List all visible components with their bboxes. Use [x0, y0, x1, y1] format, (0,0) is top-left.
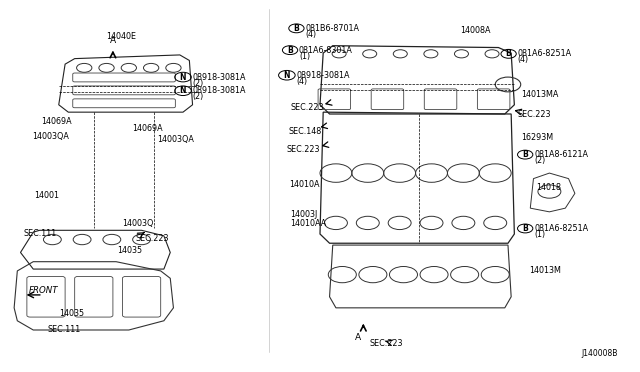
Text: (4): (4)	[296, 77, 308, 86]
Text: A: A	[355, 333, 362, 342]
Text: N: N	[180, 73, 186, 81]
Text: 14010A: 14010A	[289, 180, 320, 189]
Text: 081A8-6121A: 081A8-6121A	[534, 150, 588, 159]
Text: 14010AA: 14010AA	[290, 219, 326, 228]
Text: 14013M: 14013M	[529, 266, 561, 275]
Text: 14003QA: 14003QA	[32, 132, 69, 141]
Text: 08918-3081A: 08918-3081A	[193, 73, 246, 81]
Text: SEC.223: SEC.223	[135, 234, 169, 243]
Text: SEC.223: SEC.223	[287, 145, 321, 154]
Text: (2): (2)	[193, 79, 204, 88]
Text: FRONT: FRONT	[29, 286, 58, 295]
Text: (4): (4)	[305, 30, 316, 39]
Text: 14008A: 14008A	[460, 26, 491, 35]
Text: B: B	[506, 49, 511, 58]
Text: (4): (4)	[518, 55, 529, 64]
Text: (1): (1)	[299, 52, 310, 61]
Text: 14069A: 14069A	[132, 124, 163, 133]
Text: 14018: 14018	[537, 183, 562, 192]
Text: SEC.223: SEC.223	[370, 339, 403, 348]
Text: 08918-3081A: 08918-3081A	[296, 71, 350, 80]
Text: 14001: 14001	[35, 191, 60, 200]
Text: SEC.111: SEC.111	[47, 325, 81, 334]
Text: SEC.111: SEC.111	[24, 229, 57, 238]
Text: B: B	[287, 46, 293, 55]
Text: (2): (2)	[193, 92, 204, 101]
Text: N: N	[284, 71, 290, 80]
Text: (2): (2)	[534, 156, 545, 166]
Text: 08918-3081A: 08918-3081A	[193, 86, 246, 95]
Text: N: N	[180, 86, 186, 95]
Text: 081B6-8701A: 081B6-8701A	[305, 24, 359, 33]
Text: J140008B: J140008B	[581, 350, 618, 359]
Text: B: B	[294, 24, 300, 33]
Text: 14013MA: 14013MA	[521, 90, 558, 99]
Text: 081A6-8301A: 081A6-8301A	[299, 46, 353, 55]
Text: (1): (1)	[534, 230, 545, 239]
Text: 14035: 14035	[117, 246, 143, 255]
Text: SEC.223: SEC.223	[290, 103, 324, 112]
Text: 14035: 14035	[59, 309, 84, 318]
Text: SEC.223: SEC.223	[518, 109, 551, 119]
Text: 14003QA: 14003QA	[157, 135, 195, 144]
Text: 081A6-8251A: 081A6-8251A	[518, 49, 572, 58]
Text: 14003Q: 14003Q	[122, 219, 154, 228]
Text: A: A	[110, 36, 116, 45]
Text: SEC.148: SEC.148	[288, 127, 321, 136]
Text: 14069A: 14069A	[41, 117, 72, 126]
Text: 16293M: 16293M	[521, 133, 553, 142]
Text: B: B	[522, 150, 528, 159]
Text: 14003J: 14003J	[290, 210, 317, 219]
Text: 081A6-8251A: 081A6-8251A	[534, 224, 588, 233]
Text: 14040E: 14040E	[106, 32, 136, 41]
Text: B: B	[522, 224, 528, 233]
